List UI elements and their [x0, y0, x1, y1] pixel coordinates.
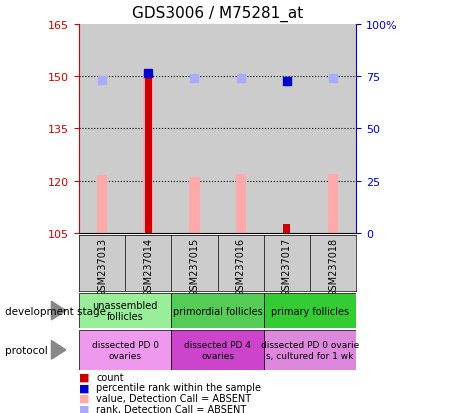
Text: unassembled
follicles: unassembled follicles: [92, 300, 158, 322]
Bar: [264, 235, 310, 291]
Bar: [145, 75, 152, 233]
Title: GDS3006 / M75281_at: GDS3006 / M75281_at: [132, 6, 303, 22]
Bar: [310, 25, 356, 233]
Bar: [171, 330, 264, 370]
Bar: [264, 330, 356, 370]
Bar: [328, 174, 338, 233]
Text: GSM237016: GSM237016: [236, 237, 246, 296]
Bar: [217, 25, 264, 233]
Bar: [171, 235, 217, 291]
Bar: [143, 75, 153, 233]
Text: rank, Detection Call = ABSENT: rank, Detection Call = ABSENT: [96, 404, 246, 413]
Bar: [310, 235, 356, 291]
Text: count: count: [96, 372, 124, 382]
Bar: [79, 293, 171, 328]
Text: GSM237017: GSM237017: [282, 237, 292, 296]
Bar: [284, 225, 290, 233]
Text: GSM237015: GSM237015: [189, 237, 199, 296]
Text: ■: ■: [79, 382, 89, 392]
Text: value, Detection Call = ABSENT: value, Detection Call = ABSENT: [96, 393, 251, 403]
Text: percentile rank within the sample: percentile rank within the sample: [96, 382, 261, 392]
Bar: [189, 178, 200, 233]
Text: GSM237014: GSM237014: [143, 237, 153, 296]
Text: primary follicles: primary follicles: [271, 306, 349, 316]
Bar: [79, 25, 125, 233]
Text: ■: ■: [79, 404, 89, 413]
Text: GSM237018: GSM237018: [328, 237, 338, 296]
Text: primordial follicles: primordial follicles: [173, 306, 262, 316]
Bar: [97, 176, 107, 233]
Bar: [125, 235, 171, 291]
Bar: [171, 293, 264, 328]
Text: dissected PD 0 ovarie
s, cultured for 1 wk: dissected PD 0 ovarie s, cultured for 1 …: [261, 340, 359, 360]
Text: ■: ■: [79, 393, 89, 403]
Polygon shape: [51, 301, 66, 320]
Text: dissected PD 4
ovaries: dissected PD 4 ovaries: [184, 340, 251, 360]
Text: ■: ■: [79, 372, 89, 382]
Bar: [217, 235, 264, 291]
Bar: [264, 25, 310, 233]
Polygon shape: [51, 341, 66, 359]
Text: GSM237013: GSM237013: [97, 237, 107, 296]
Text: protocol: protocol: [5, 345, 47, 355]
Bar: [264, 293, 356, 328]
Text: development stage: development stage: [5, 306, 106, 316]
Bar: [171, 25, 217, 233]
Bar: [125, 25, 171, 233]
Bar: [79, 330, 171, 370]
Text: dissected PD 0
ovaries: dissected PD 0 ovaries: [92, 340, 159, 360]
Bar: [235, 174, 246, 233]
Bar: [79, 235, 125, 291]
